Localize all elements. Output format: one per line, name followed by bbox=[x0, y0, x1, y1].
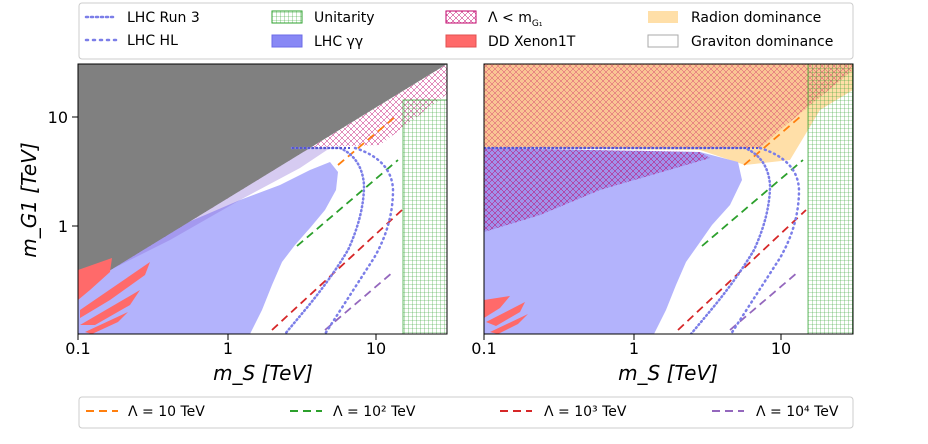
legend-lambda-lt-mg1-swatch bbox=[445, 10, 477, 24]
svg-text:Λ < mG₁: Λ < mG₁ bbox=[488, 10, 543, 29]
legend-graviton-label: Graviton dominance bbox=[691, 34, 833, 50]
right-panel bbox=[483, 63, 854, 335]
right-xtick-0.1: 0.1 bbox=[471, 339, 496, 358]
legend-lambda-lt-mg1-label: Λ < m bbox=[488, 10, 532, 26]
right-lambda-100-line bbox=[701, 159, 804, 247]
legend-lhc-run3-label: LHC Run 3 bbox=[127, 10, 200, 26]
legend-graviton-swatch bbox=[647, 34, 679, 48]
legend-xenon-swatch bbox=[445, 34, 477, 48]
legend-radion-swatch bbox=[648, 11, 678, 23]
left-lambda-100-line bbox=[296, 159, 399, 247]
left-lambda-1000-line bbox=[271, 209, 403, 331]
legend-unitarity-label: Unitarity bbox=[314, 10, 375, 26]
legend-lambda-10-label: Λ = 10 TeV bbox=[128, 404, 205, 420]
left-xtick-1: 1 bbox=[223, 339, 233, 358]
left-xtick-10: 10 bbox=[366, 339, 386, 358]
left-ylabel: m_G1 [TeV] bbox=[17, 142, 41, 257]
left-lhc-hl-contour bbox=[323, 146, 395, 334]
right-xlabel: m_S [TeV] bbox=[618, 361, 718, 385]
legend-lhc-gammagamma-swatch bbox=[271, 34, 303, 48]
legend-lhc-hl-label: LHC HL bbox=[127, 33, 178, 49]
legend-radion-label: Radion dominance bbox=[691, 10, 821, 26]
left-plot-frame bbox=[77, 63, 448, 335]
left-lambda-10000-line bbox=[324, 271, 394, 331]
left-ytick-10: 10 bbox=[48, 108, 68, 127]
legend-lambda-10000-label: Λ = 10⁴ TeV bbox=[756, 404, 839, 420]
right-xtick-10: 10 bbox=[771, 339, 791, 358]
top-legend: LHC Run 3 Unitarity Λ < mG₁ Radion domin… bbox=[78, 2, 854, 60]
legend-lambda-100-label: Λ = 10² TeV bbox=[333, 404, 416, 420]
left-xenon-region bbox=[78, 258, 150, 334]
legend-lambda-1000-label: Λ = 10³ TeV bbox=[544, 404, 627, 420]
legend-xenon-label: DD Xenon1T bbox=[488, 34, 576, 50]
left-lhc-run3-contour bbox=[283, 146, 366, 334]
legend-unitarity-swatch bbox=[271, 10, 303, 24]
right-lambda-10000-line bbox=[729, 271, 799, 331]
left-ytick-1: 1 bbox=[58, 217, 68, 236]
left-xtick-0.1: 0.1 bbox=[65, 339, 90, 358]
right-lhc-hl-contour bbox=[729, 146, 801, 334]
right-unitarity-region bbox=[807, 64, 853, 334]
left-xlabel: m_S [TeV] bbox=[213, 361, 313, 385]
legend-lhc-gammagamma-label: LHC γγ bbox=[314, 34, 363, 50]
left-lhc-gammagamma-region bbox=[78, 162, 338, 334]
right-axes: 0.1 1 10 m_S [TeV] bbox=[471, 334, 791, 385]
right-xenon-region bbox=[484, 296, 528, 334]
legend-lambda-lt-mg1-sub: G₁ bbox=[532, 19, 543, 29]
left-axes: 0.1 1 10 1 10 m_S [TeV] m_G1 [TeV] bbox=[17, 108, 386, 385]
right-lambda-1000-line bbox=[677, 209, 807, 331]
right-xtick-1: 1 bbox=[629, 339, 639, 358]
left-panel bbox=[77, 63, 448, 335]
bottom-legend: Λ = 10 TeV Λ = 10² TeV Λ = 10³ TeV Λ = 1… bbox=[78, 396, 854, 429]
left-excluded-region bbox=[78, 64, 447, 290]
right-lhc-run3-contour bbox=[484, 146, 772, 334]
right-plot-frame bbox=[483, 63, 854, 335]
left-unitarity-region bbox=[402, 99, 447, 334]
right-lambda-lt-mg1-region bbox=[484, 64, 853, 148]
